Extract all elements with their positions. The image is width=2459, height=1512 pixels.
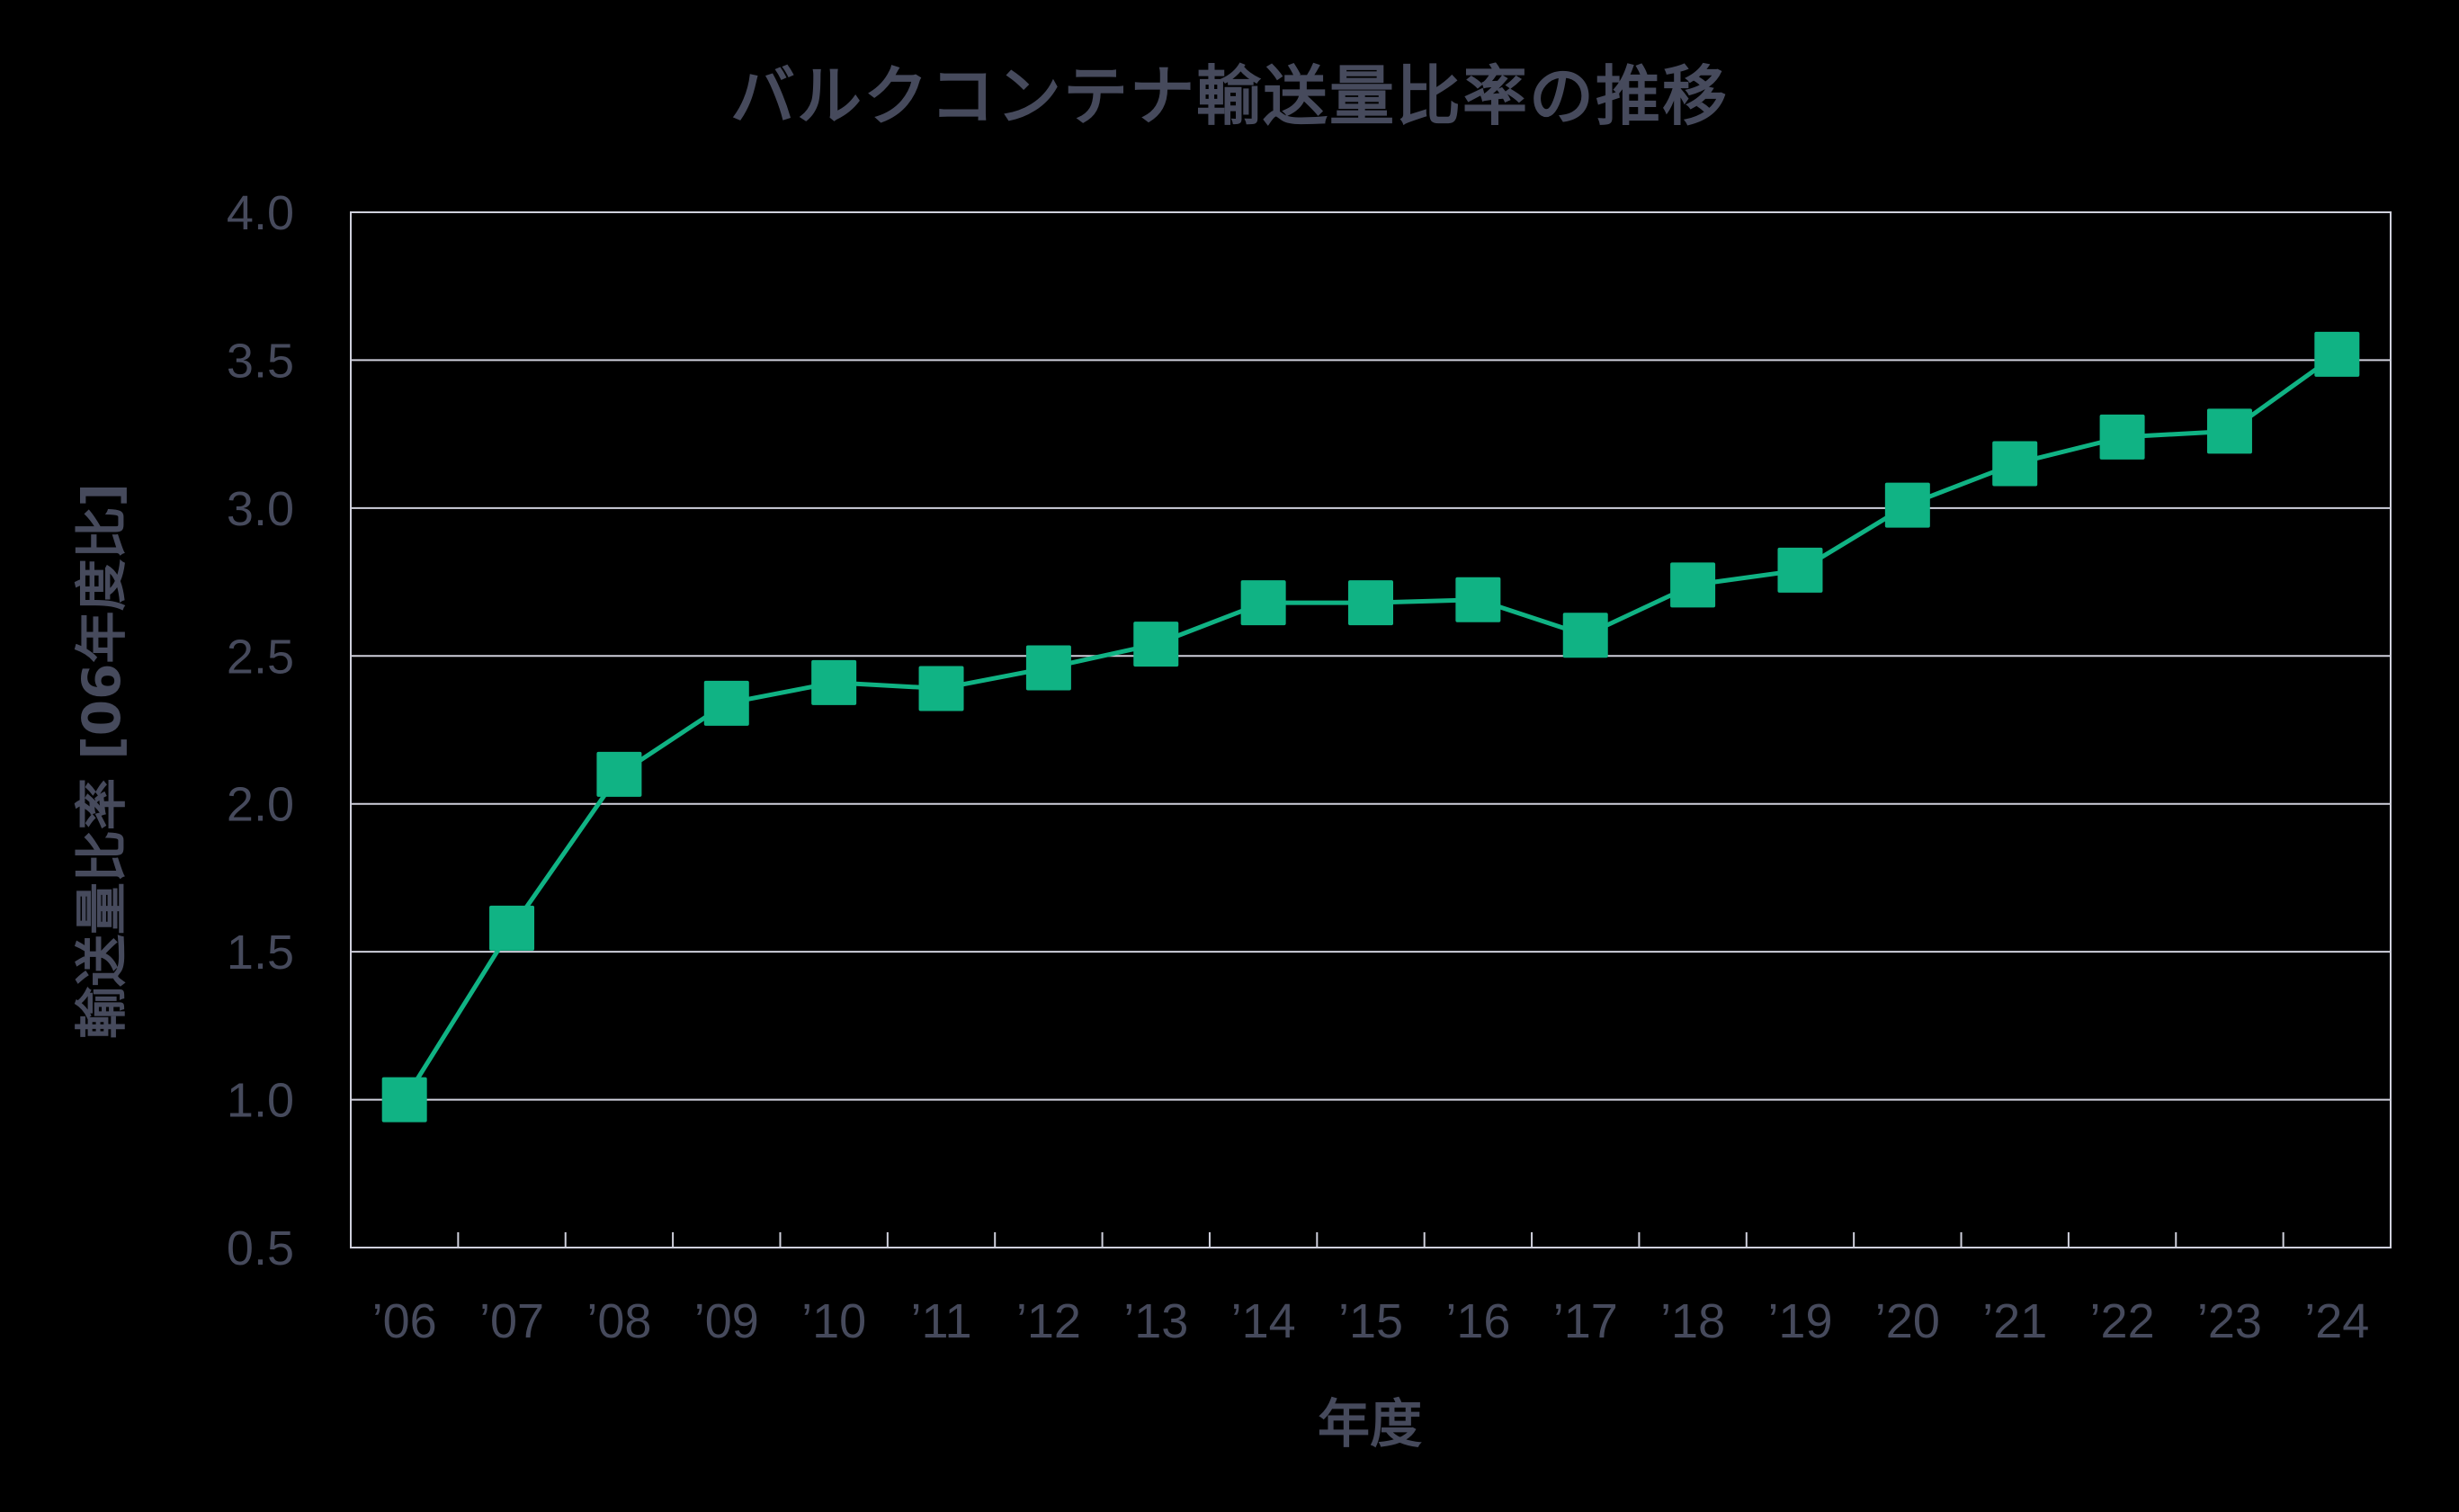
data-point-marker <box>381 1077 427 1123</box>
data-point-marker <box>2099 414 2145 460</box>
x-tick-label: ’07 <box>479 1294 544 1348</box>
gridlines <box>351 211 2391 1248</box>
data-point-marker <box>1562 613 1608 658</box>
x-tick-label: ’21 <box>1982 1294 2047 1348</box>
y-tick-label: 4.0 <box>227 186 294 240</box>
series-line <box>402 352 2338 1101</box>
data-point-marker <box>811 659 857 705</box>
y-tick-label: 2.0 <box>227 778 294 832</box>
data-point-marker <box>1133 622 1179 667</box>
data-point-marker <box>1240 580 1286 626</box>
x-tick-label: ’20 <box>1875 1294 1940 1348</box>
x-tick-label: ’13 <box>1123 1294 1188 1348</box>
data-point-marker <box>1348 580 1393 626</box>
x-tick-label: ’08 <box>586 1294 651 1348</box>
data-point-marker <box>1777 547 1823 593</box>
data-point-marker <box>1670 562 1716 608</box>
data-point-marker <box>2206 408 2252 454</box>
x-tick-label: ’18 <box>1660 1294 1725 1348</box>
x-tick-label: ’19 <box>1767 1294 1832 1348</box>
x-tick-label: ’22 <box>2090 1294 2155 1348</box>
x-axis-label: 年度 <box>1317 1393 1423 1454</box>
data-point-marker <box>703 680 749 726</box>
x-tick-label: ’14 <box>1231 1294 1296 1348</box>
data-point-marker <box>918 666 964 711</box>
data-point-marker <box>1992 441 2038 487</box>
data-point-marker <box>1025 645 1071 691</box>
data-point-marker <box>489 905 535 951</box>
y-tick-label: 1.5 <box>227 926 294 980</box>
y-tick-label: 3.5 <box>227 334 294 388</box>
y-tick-label: 0.5 <box>227 1221 294 1275</box>
x-tick-label: ’11 <box>910 1294 971 1348</box>
y-tick-label: 3.0 <box>227 482 294 536</box>
x-tick-label: ’24 <box>2304 1294 2369 1348</box>
y-tick-label: 2.5 <box>227 630 294 684</box>
x-tick-label: ’10 <box>801 1294 866 1348</box>
chart-title: バルクコンテナ輸送量比率の推移 <box>729 58 1729 134</box>
data-point-marker <box>596 751 642 797</box>
x-tick-label: ’06 <box>372 1294 437 1348</box>
data-markers <box>381 331 2360 1123</box>
x-tick-label: ’09 <box>694 1294 759 1348</box>
y-axis-ticks: 0.5 1.0 1.5 2.0 2.5 3.0 3.5 4.0 <box>227 186 294 1275</box>
x-tick-label: ’17 <box>1553 1294 1618 1348</box>
plot-frame <box>350 211 2392 1248</box>
y-tick-label: 1.0 <box>227 1074 294 1128</box>
data-point-marker <box>1455 577 1501 622</box>
data-point-marker <box>2314 331 2360 377</box>
x-tick-label: ’23 <box>2197 1294 2262 1348</box>
x-axis-ticks: ’06 ’07 ’08 ’09 ’10 ’11 ’12 ’13 ’14 ’15 ’16 ’17 ’18 ’… <box>372 1232 2369 1348</box>
data-point-marker <box>1884 482 1930 528</box>
x-tick-label: ’12 <box>1016 1294 1081 1348</box>
x-tick-label: ’16 <box>1445 1294 1510 1348</box>
x-tick-label: ’15 <box>1338 1294 1403 1348</box>
